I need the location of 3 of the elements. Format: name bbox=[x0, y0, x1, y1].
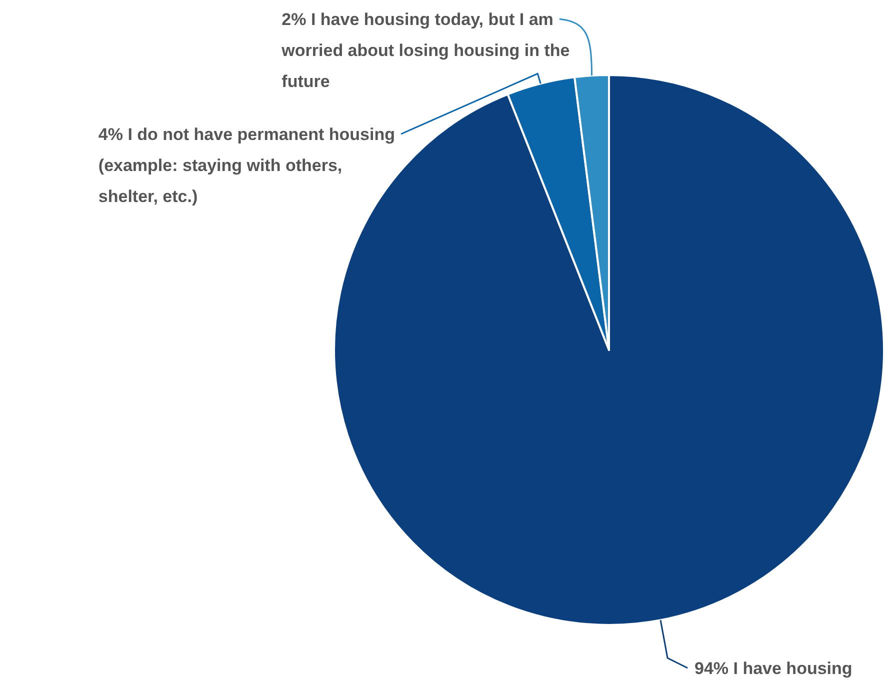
slice-label: 4% I do not have permanent housing (example: staying with others, shelter, etc.) bbox=[98, 125, 396, 206]
slice-label: 94% I have housing bbox=[694, 659, 852, 678]
slice-label: 2% I have housing today, but I am worried about losing housing in the future bbox=[280, 10, 570, 91]
